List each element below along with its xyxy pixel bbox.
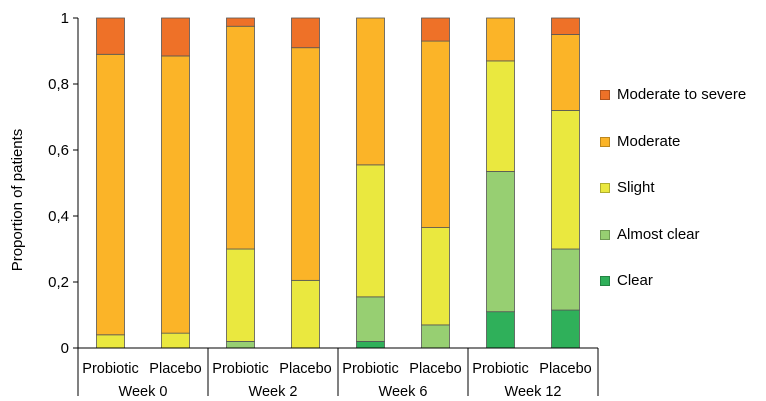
x-tick-label: Probiotic	[342, 361, 398, 377]
bar-segment	[421, 17, 450, 42]
x-tick-label: Placebo	[409, 361, 461, 377]
bar-segment	[356, 340, 385, 349]
x-axis: Probiotic Placebo Probiotic Placebo Probioti…	[77, 347, 599, 400]
legend-item-moderate: Moderate	[600, 133, 766, 180]
bar-segment	[551, 110, 580, 250]
y-tick-label: 0,6	[48, 142, 69, 159]
bar-segment	[421, 227, 450, 326]
legend-label: Clear	[617, 272, 653, 289]
bar-segment	[551, 34, 580, 111]
x-tick-label: Placebo	[279, 361, 331, 377]
bar-segment	[226, 17, 255, 27]
bar-segment	[486, 60, 515, 172]
legend-label: Slight	[617, 179, 655, 196]
group-label: Week 6	[379, 384, 428, 400]
bar-segment	[96, 334, 125, 349]
y-axis: 0 0,2 0,4 0,6 0,8 1	[48, 10, 79, 357]
legend-item-clear: Clear	[600, 272, 766, 319]
group-label: Week 2	[249, 384, 298, 400]
legend-item-moderate-to-severe: Moderate to severe	[600, 86, 766, 133]
bar-segment	[486, 311, 515, 349]
bar-segment	[551, 248, 580, 311]
bar-segment	[486, 17, 515, 62]
bar-segment	[96, 17, 125, 55]
legend-swatch	[600, 90, 610, 100]
bar-segment	[226, 340, 255, 349]
bar-segment	[356, 296, 385, 342]
bar-segment	[161, 332, 190, 349]
bar-segment	[421, 324, 450, 349]
bar-segment	[291, 17, 320, 49]
legend-label: Almost clear	[617, 225, 700, 243]
bars	[96, 17, 580, 349]
bar-segment	[551, 17, 580, 35]
legend-item-almost-clear: Almost clear	[600, 226, 766, 273]
x-tick-label: Probiotic	[212, 361, 268, 377]
legend-item-slight: Slight	[600, 179, 766, 226]
legend-swatch	[600, 229, 610, 240]
legend-swatch	[600, 183, 610, 193]
bar-segment	[96, 53, 125, 336]
legend-swatch	[600, 136, 610, 147]
legend-label: Moderate to severe	[617, 86, 747, 103]
legend-swatch	[600, 276, 610, 286]
x-tick-label: Placebo	[149, 361, 201, 377]
bar-segment	[226, 25, 255, 250]
group-label: Week 0	[119, 384, 168, 400]
bar-segment	[291, 279, 320, 349]
legend-label: Moderate	[617, 132, 681, 150]
bar-segment	[226, 248, 255, 342]
x-tick-label: Probiotic	[82, 361, 138, 377]
bar-segment	[356, 164, 385, 298]
y-tick-label: 0	[61, 340, 69, 357]
bar-segment	[291, 47, 320, 281]
bar-segment	[551, 309, 580, 349]
y-tick-label: 1	[61, 10, 69, 27]
x-tick-label: Placebo	[539, 361, 591, 377]
bar-segment	[161, 17, 190, 57]
y-axis-label: Proportion of patients	[9, 129, 26, 272]
bar-segment	[421, 40, 450, 228]
x-tick-label: Probiotic	[472, 361, 528, 377]
y-tick-label: 0,2	[48, 274, 69, 291]
bar-segment	[356, 17, 385, 166]
bar-segment	[486, 171, 515, 313]
legend: Moderate to severe Moderate Slight Almos…	[600, 86, 766, 319]
group-label: Week 12	[505, 384, 562, 400]
y-tick-label: 0,8	[48, 76, 69, 93]
bar-segment	[161, 55, 190, 334]
y-tick-label: 0,4	[48, 208, 69, 225]
